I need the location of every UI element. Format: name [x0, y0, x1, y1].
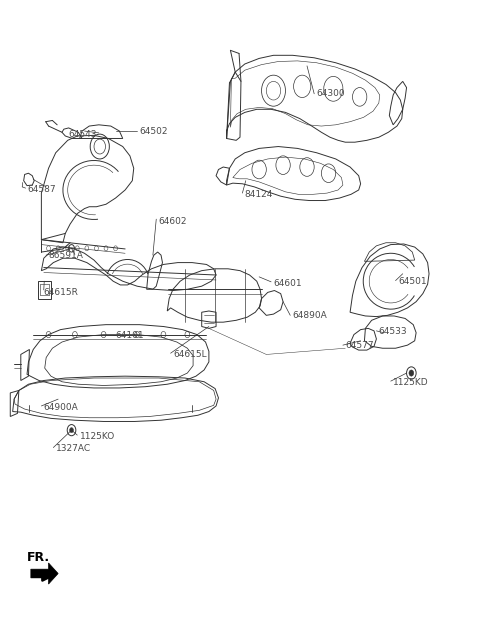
- Text: 64890A: 64890A: [293, 312, 327, 320]
- Polygon shape: [31, 563, 58, 584]
- Text: 64900A: 64900A: [44, 402, 79, 412]
- Text: 64300: 64300: [317, 90, 345, 98]
- Text: 64501: 64501: [398, 277, 427, 285]
- Text: 64101: 64101: [116, 332, 144, 340]
- Text: 1327AC: 1327AC: [56, 444, 91, 453]
- Text: FR.: FR.: [27, 551, 50, 564]
- Text: 64502: 64502: [140, 126, 168, 136]
- Circle shape: [70, 428, 73, 433]
- Text: 64601: 64601: [274, 279, 302, 287]
- Circle shape: [409, 370, 414, 376]
- Text: 86591A: 86591A: [48, 251, 84, 259]
- Text: 64602: 64602: [158, 216, 187, 226]
- Text: 64587: 64587: [27, 185, 56, 195]
- Text: 64543: 64543: [68, 129, 96, 139]
- Text: 1125KO: 1125KO: [80, 432, 115, 441]
- Text: 64577: 64577: [345, 341, 374, 350]
- Text: 64615R: 64615R: [44, 288, 79, 297]
- Text: 1125KD: 1125KD: [393, 378, 429, 387]
- Text: 64615L: 64615L: [173, 350, 206, 359]
- Text: 64533: 64533: [379, 327, 408, 336]
- Text: 84124: 84124: [245, 190, 273, 199]
